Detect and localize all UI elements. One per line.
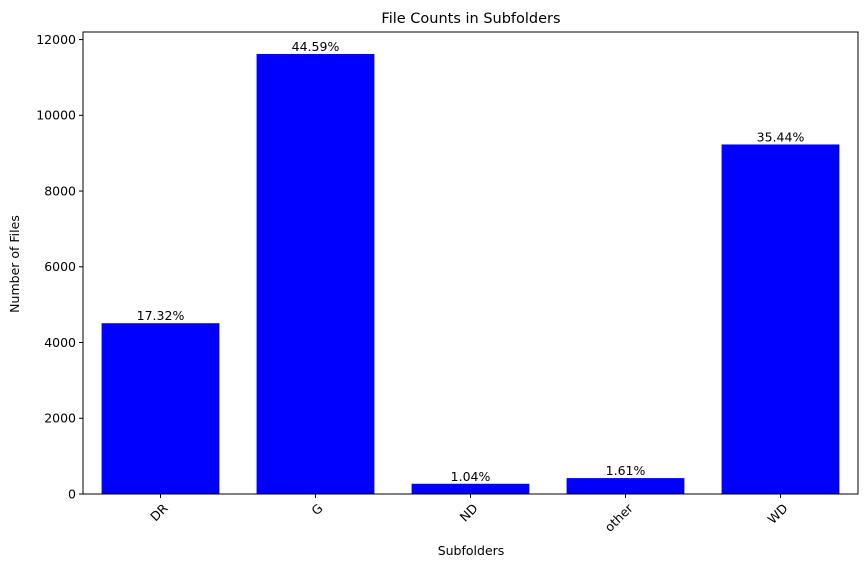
data-labels-layer: 17.32% 44.59% 1.04% 1.61% 35.44% [137, 39, 805, 484]
y-tick-label-6000: 6000 [44, 259, 76, 274]
bars-layer [101, 53, 840, 495]
data-label-other: 1.61% [606, 463, 646, 478]
x-tick-label-wd: WD [765, 501, 791, 527]
data-label-g: 44.59% [292, 39, 340, 54]
y-tick-label-2000: 2000 [44, 411, 76, 426]
bar-dr [101, 323, 220, 494]
x-tick-label-other: other [602, 500, 637, 535]
x-tick-label-dr: DR [147, 500, 171, 524]
y-tick-label-10000: 10000 [36, 108, 76, 123]
x-tick-label-nd: ND [457, 501, 481, 525]
chart-title: File Counts in Subfolders [381, 11, 560, 27]
bar-wd [721, 144, 840, 494]
x-tick-label-g: G [308, 501, 325, 518]
data-label-dr: 17.32% [137, 308, 185, 323]
y-axis: 0 2000 4000 6000 8000 10000 12000 [36, 32, 83, 501]
data-label-nd: 1.04% [451, 469, 491, 484]
y-tick-label-0: 0 [68, 486, 76, 501]
y-tick-label-12000: 12000 [36, 32, 76, 47]
y-axis-label: Number of Files [7, 215, 22, 313]
x-axis: DR G ND other WD [147, 494, 791, 535]
data-label-wd: 35.44% [757, 129, 805, 144]
bar-nd [411, 483, 530, 494]
y-tick-label-4000: 4000 [44, 335, 76, 350]
x-axis-label: Subfolders [438, 543, 505, 558]
bar-other [566, 478, 685, 494]
bar-g [256, 53, 375, 495]
y-tick-label-8000: 8000 [44, 183, 76, 198]
